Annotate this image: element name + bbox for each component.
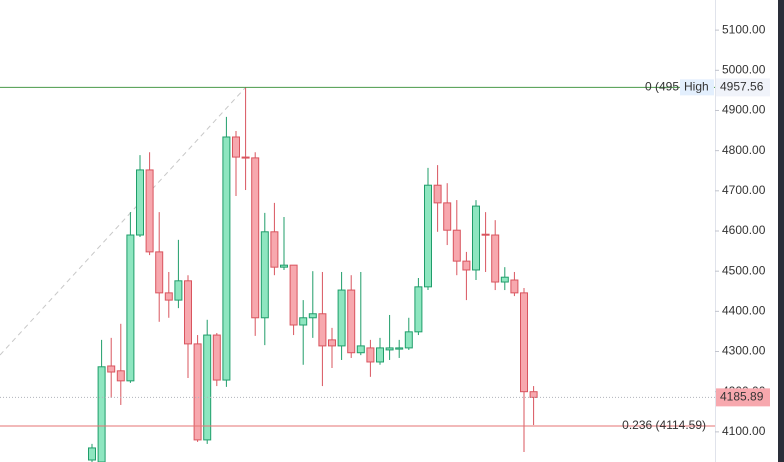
trend-line: [0, 87, 246, 356]
tag-box: [680, 79, 714, 96]
candle-body: [376, 347, 384, 363]
y-tick-label: 4600.00: [722, 223, 766, 237]
fib-label: 0.236 (4114.59): [622, 418, 706, 432]
y-tick-label: 4800.00: [722, 143, 766, 157]
candle-body: [347, 289, 356, 354]
candle-body: [241, 156, 250, 159]
candle-body: [510, 279, 519, 294]
candle-body: [472, 205, 480, 271]
candle-body: [520, 292, 528, 393]
candle-body: [385, 347, 394, 351]
candle-body: [500, 276, 509, 283]
y-tick-label: 4400.00: [722, 304, 766, 318]
y-tick-label: 4100.00: [722, 424, 766, 438]
candle-body: [308, 313, 317, 319]
y-tick-label: 4500.00: [722, 263, 766, 277]
candle-body: [328, 339, 336, 347]
candle-body: [203, 334, 212, 441]
candle-body: [260, 231, 269, 319]
candle-body: [164, 292, 173, 301]
candle-body: [126, 234, 135, 382]
candle-body: [88, 447, 96, 461]
candle-body: [97, 366, 106, 462]
candle-body: [232, 136, 240, 158]
candle-body: [136, 169, 144, 236]
candle-body: [174, 280, 183, 301]
fib-label: 0 (495: [645, 80, 679, 94]
candle-body: [529, 391, 538, 398]
candle-body: [299, 317, 308, 326]
candle-body: [155, 251, 164, 294]
candle-body: [356, 345, 365, 354]
candle-body: [184, 280, 192, 345]
candle-body: [251, 157, 260, 319]
candle-body: [404, 331, 413, 349]
candle-body: [193, 343, 202, 441]
candle-body: [337, 289, 346, 347]
candle-body: [145, 169, 154, 253]
price-box: [716, 78, 770, 97]
y-tick-label: 4700.00: [722, 183, 766, 197]
candle-body: [491, 234, 500, 283]
candle-body: [395, 347, 404, 350]
y-tick-label: 5100.00: [722, 22, 766, 36]
candle-body: [414, 286, 423, 333]
candle-body: [366, 347, 375, 363]
candle-body: [462, 260, 471, 271]
y-tick-label: 5000.00: [722, 62, 766, 76]
candle-body: [443, 202, 452, 231]
candle-body: [433, 184, 442, 204]
candle-body: [424, 184, 432, 288]
y-tick-label: 4300.00: [722, 344, 766, 358]
y-tick-label: 4900.00: [722, 103, 766, 117]
candle-body: [280, 264, 288, 268]
candle-body: [452, 229, 461, 262]
candle-body: [222, 136, 231, 381]
candle-body: [289, 264, 298, 326]
candle-body: [481, 233, 490, 236]
candle-body: [212, 334, 221, 381]
tag-label: High: [684, 80, 709, 94]
candle-body: [270, 231, 279, 268]
price-label: 4957.56: [720, 80, 764, 94]
last-price-label: 4185.89: [720, 390, 764, 404]
candle-body: [116, 370, 125, 382]
edge-strip: [778, 0, 784, 462]
last-price-box: [716, 388, 770, 407]
candle-body: [107, 365, 116, 373]
candle-body: [318, 313, 327, 347]
